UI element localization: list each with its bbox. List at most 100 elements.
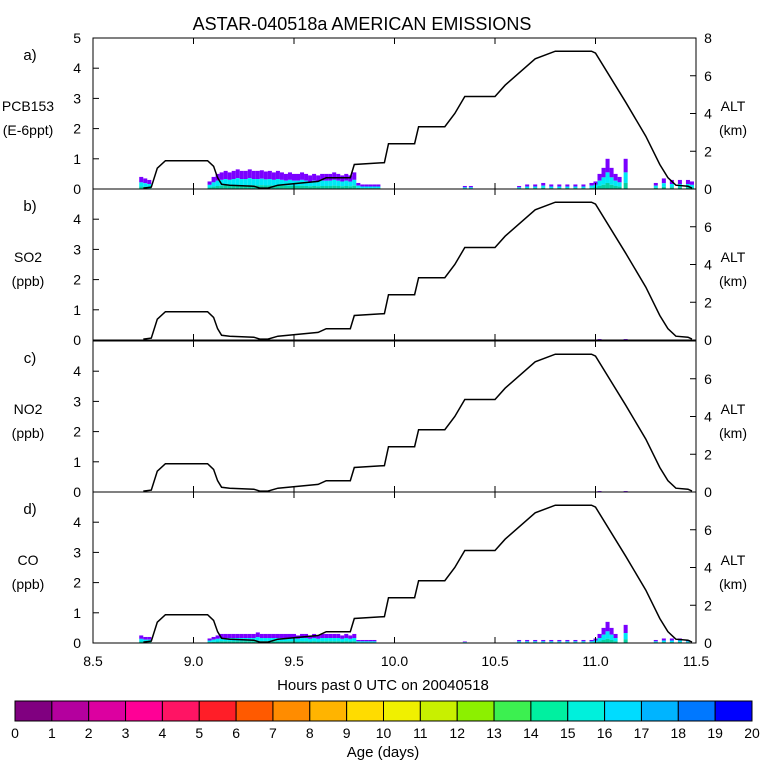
data-bar-segment <box>653 641 658 643</box>
data-bar <box>247 169 252 189</box>
data-bar <box>356 182 361 189</box>
colorbar-tick-label: 6 <box>232 725 240 741</box>
data-bar-segment <box>300 633 305 639</box>
data-bar-segment <box>352 633 357 639</box>
data-bar-segment <box>549 184 554 187</box>
data-bar <box>296 173 301 189</box>
data-bar-segment <box>332 633 337 639</box>
data-bar <box>549 184 554 189</box>
data-bar-segment <box>623 633 628 640</box>
data-bar <box>328 173 333 189</box>
data-bar-segment <box>271 172 276 180</box>
data-bar-segment <box>243 633 248 639</box>
data-bar-segment <box>689 184 694 188</box>
data-bar-segment <box>581 639 586 642</box>
data-bar-segment <box>139 186 144 189</box>
data-bar-segment <box>328 185 333 189</box>
data-bar-segment <box>316 635 321 639</box>
data-bar-segment <box>316 175 321 182</box>
y-tick-label: 1 <box>73 151 81 167</box>
data-bar-segment <box>283 185 288 189</box>
data-bar <box>689 181 694 189</box>
data-bar-segment <box>231 170 236 180</box>
data-bar-segment <box>211 182 216 187</box>
data-bar <box>300 633 305 643</box>
data-bar-segment <box>147 179 152 185</box>
data-bar-segment <box>223 633 228 639</box>
data-bar-segment <box>372 186 377 189</box>
alt-tick-label: 8 <box>704 30 712 46</box>
data-bar-segment <box>312 173 317 181</box>
data-bar-segment <box>223 641 228 643</box>
panel-c: 0 1 2 3 4 0 2 4 6 c) NO2 (ppb) ALT (km) <box>12 340 747 500</box>
colorbar-tick-label: 11 <box>413 725 428 741</box>
data-bar-segment <box>372 184 377 187</box>
data-bar-segment <box>324 641 329 643</box>
colorbar-swatch <box>640 700 679 722</box>
data-bar <box>320 173 325 189</box>
data-bar-segment <box>336 185 341 189</box>
data-bar-segment <box>267 638 272 642</box>
alt-tick-label: 6 <box>704 219 712 235</box>
data-bar-segment <box>263 638 268 642</box>
alt-axis-label: ALT <box>721 552 746 568</box>
y-tick-label: 4 <box>73 514 81 530</box>
data-bar-segment <box>231 185 236 189</box>
data-bar <box>601 167 606 189</box>
data-bar-segment <box>139 635 144 639</box>
data-bar <box>283 173 288 189</box>
data-bar-segment <box>332 638 337 642</box>
data-bar-segment <box>147 641 152 643</box>
data-bar <box>308 175 313 189</box>
data-bar-segment <box>541 182 546 186</box>
data-bar-segment <box>669 640 674 643</box>
data-bar-segment <box>320 633 325 639</box>
colorbar-swatch <box>456 700 495 722</box>
data-bar <box>235 633 240 643</box>
data-bar <box>677 179 682 189</box>
data-bar-segment <box>364 184 369 187</box>
data-bar-segment <box>219 185 224 189</box>
data-bar-segment <box>340 186 345 189</box>
data-bar-segment <box>143 639 148 642</box>
panel-d: 0 1 2 3 4 0 2 4 6 8.5 9.0 9.5 10.0 10.5 11.0 11.5 d) CO (p… <box>12 491 747 669</box>
data-bar-segment <box>685 641 690 643</box>
y-axis-label: PCB153 <box>2 98 54 114</box>
data-bar-segment <box>605 158 610 173</box>
alt-tick-label: 0 <box>704 484 712 500</box>
data-bar-segment <box>609 639 614 643</box>
data-bar-segment <box>320 173 325 181</box>
data-bar <box>304 173 309 189</box>
colorbar-tick-label: 9 <box>343 725 351 741</box>
data-bar-segment <box>597 633 602 639</box>
data-bar-segment <box>573 641 578 643</box>
data-bar <box>340 175 345 189</box>
data-bar-segment <box>332 185 337 189</box>
data-bar-segment <box>275 633 280 639</box>
data-bar-segment <box>259 170 264 179</box>
data-bar-segment <box>661 640 666 643</box>
data-bar-segment <box>143 178 148 184</box>
data-bar-segment <box>147 636 152 640</box>
data-bar-segment <box>324 180 329 186</box>
y-tick-label: 4 <box>73 211 81 227</box>
chart-title: ASTAR-040518a AMERICAN EMISSIONS <box>193 14 532 34</box>
data-bar-segment <box>653 639 658 642</box>
data-bar-segment <box>139 176 144 183</box>
data-bar <box>312 173 317 189</box>
data-bar <box>215 635 220 643</box>
colorbar-tick-label: 12 <box>449 725 465 741</box>
data-bar <box>368 184 373 189</box>
data-bar <box>617 176 622 189</box>
data-bar-segment <box>605 621 610 632</box>
data-bar-segment <box>653 187 658 189</box>
data-bar-segment <box>287 172 292 180</box>
data-bar-segment <box>352 185 357 189</box>
colorbar-swatch <box>88 700 127 722</box>
data-bar-segment <box>613 633 618 639</box>
data-bar <box>287 172 292 189</box>
data-bar-segment <box>259 633 264 639</box>
data-bar-segment <box>287 185 292 189</box>
data-bar <box>605 621 610 643</box>
data-bar-segment <box>235 178 240 186</box>
